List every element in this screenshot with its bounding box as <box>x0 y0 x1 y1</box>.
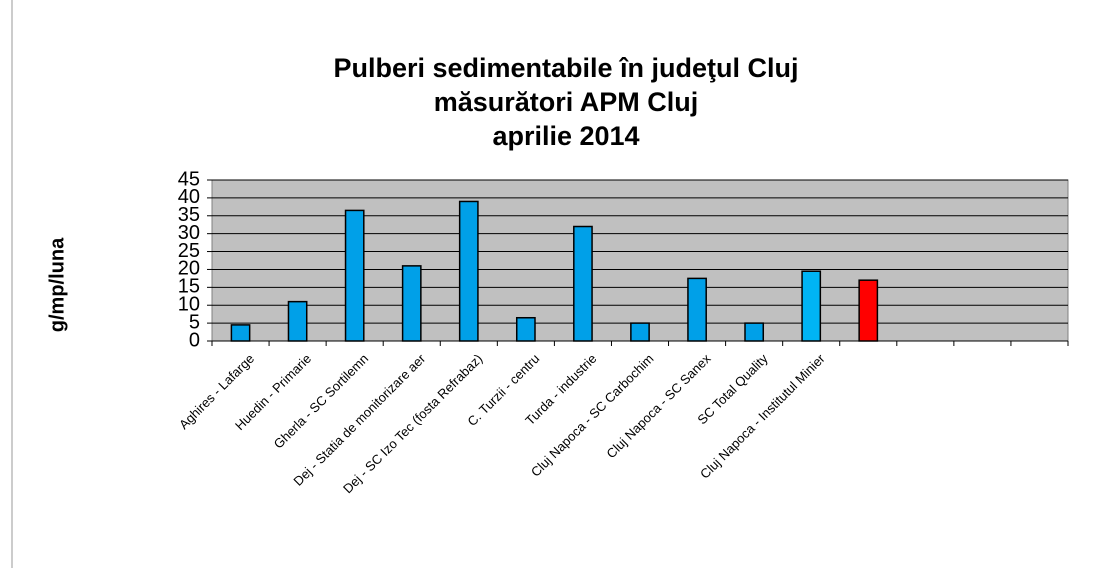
bar <box>344 209 365 342</box>
bar <box>230 324 251 342</box>
bar <box>287 300 308 342</box>
chart-title: măsurători APM Cluj <box>434 87 699 117</box>
y-tick-label: 35 <box>178 204 200 226</box>
y-tick-label: 20 <box>178 258 200 280</box>
bar <box>458 200 479 342</box>
bar <box>687 277 707 342</box>
bar <box>630 322 650 342</box>
bar <box>744 322 765 342</box>
y-tick-label: 15 <box>178 276 200 298</box>
bar <box>515 316 536 342</box>
y-tick-label: 5 <box>189 311 200 333</box>
bar <box>801 270 822 342</box>
y-axis-label: g/mp/luna <box>46 237 68 332</box>
y-tick-label: 0 <box>189 329 200 351</box>
bar <box>573 225 593 342</box>
chart-title: aprilie 2014 <box>492 121 639 151</box>
x-tick-label: Cluj Napoca - SC Sanex <box>603 351 714 462</box>
y-tick-label: 45 <box>178 168 200 190</box>
plot-area <box>211 179 1069 342</box>
x-tick-label: Gherla - SC Sortilemn <box>271 351 372 452</box>
bar <box>401 265 422 342</box>
bar <box>858 279 879 342</box>
y-tick-label: 25 <box>178 240 200 262</box>
x-tick-label: Cluj Napoca - SC Carbochim <box>528 351 657 480</box>
chart-title: Pulberi sedimentabile în judeţul Cluj <box>333 53 798 83</box>
y-tick-label: 30 <box>178 222 200 244</box>
x-tick-label: Cluj Napoca - Institutul Minier <box>697 350 828 481</box>
y-tick-label: 40 <box>178 186 200 208</box>
y-tick-label: 10 <box>178 294 200 316</box>
